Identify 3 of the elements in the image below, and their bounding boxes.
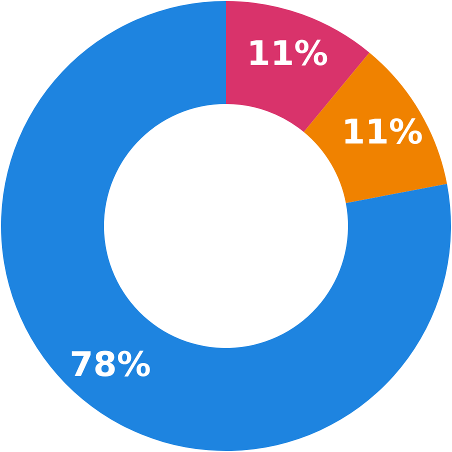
data-label: 11% <box>246 34 328 74</box>
data-label: 78% <box>70 344 152 385</box>
data-label: 11% <box>342 112 423 153</box>
